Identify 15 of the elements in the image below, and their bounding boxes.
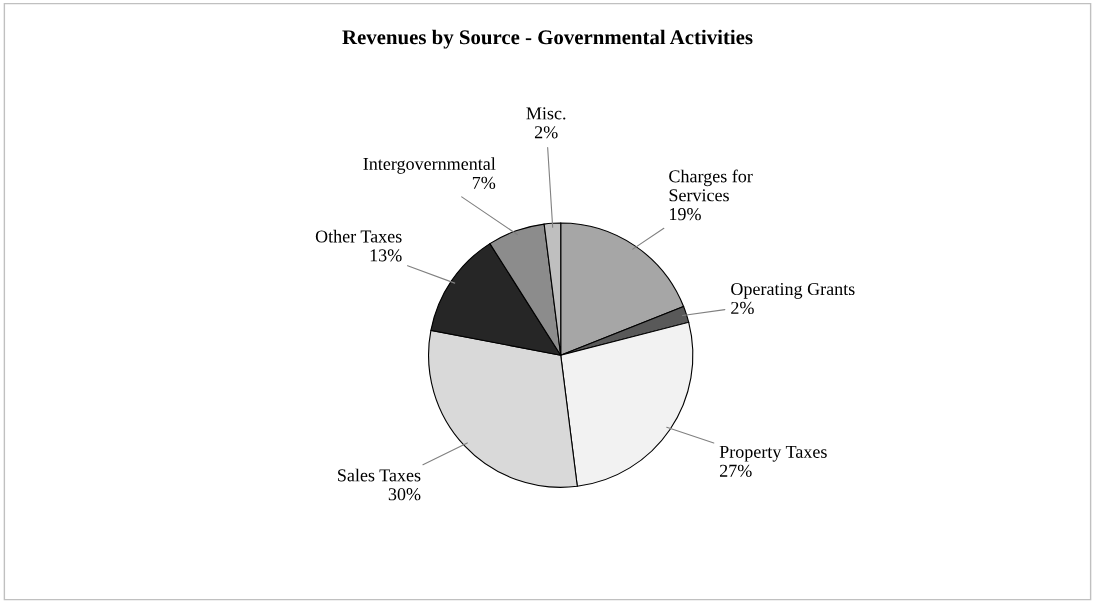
slice-label: Operating Grants xyxy=(731,282,855,299)
slice-label: Charges for Services xyxy=(669,169,753,202)
slice-label: Intergovernmental xyxy=(363,157,496,174)
data-label: 7% xyxy=(472,176,496,189)
data-label: 27% xyxy=(719,464,752,477)
slice-label: Property Taxes xyxy=(719,445,827,462)
data-label: 2% xyxy=(731,301,754,315)
slice-label: Other Taxes xyxy=(315,229,402,243)
slice-label: Sales Taxes xyxy=(338,468,421,482)
slice-label: Misc. xyxy=(526,107,566,120)
data-label: 19% xyxy=(670,208,701,221)
data-label: 13% xyxy=(370,249,402,262)
data-label: 30% xyxy=(388,488,421,501)
data-label: 2% xyxy=(534,126,558,139)
chart-title: Revenues by Source - Governmental Activities xyxy=(342,29,753,49)
